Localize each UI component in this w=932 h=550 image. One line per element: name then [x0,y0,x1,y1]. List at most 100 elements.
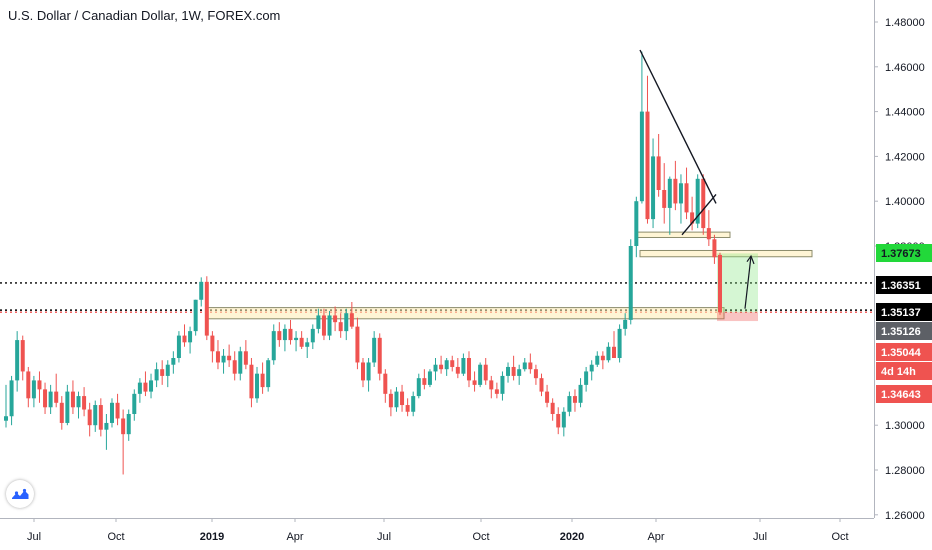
candle-body [506,366,511,376]
candle-body [93,405,98,426]
candle-body [567,396,572,412]
candle-body [617,328,622,358]
candle-body [639,111,644,202]
candle-body [48,391,53,408]
candle-body [405,405,410,412]
candle-body [15,340,20,381]
candle-body [282,328,287,341]
candle-body [556,414,561,428]
candle-body [305,342,310,347]
candle-body [271,331,276,361]
candle-body [539,378,544,392]
time-axis[interactable]: Jul Oct 2019 Apr Jul Oct 2020 Apr Jul Oct [0,518,874,543]
candle-body [310,328,315,343]
candle-body [528,362,533,370]
candle-body [299,337,304,347]
candle-body [522,362,527,370]
candle-body [199,281,204,300]
candle-body [466,358,471,381]
candle-body [550,402,555,414]
candle-body [684,183,689,213]
candle-body [9,380,14,417]
candle-body [349,313,354,327]
candle-body [215,351,220,363]
candle-body [533,369,538,379]
candle-body [606,346,611,361]
candle-body [623,319,628,329]
price-tick-label: 1.28000 [885,465,925,477]
time-tick-label: Apr [647,531,664,543]
candle-body [706,228,711,240]
candle-body [584,371,589,385]
candle-body [612,346,617,358]
candle-body [143,382,148,392]
candle-body [662,190,667,208]
candle-body [628,246,633,320]
candle-body [65,391,70,423]
candle-body [578,384,583,403]
candle-body [227,355,232,361]
price-label: 1.35044 [881,347,922,359]
candle-body [260,373,265,388]
candle-body [70,391,75,408]
candle-body [4,416,8,421]
candle-body [327,315,332,336]
candle-body [444,360,449,370]
candle-body [400,391,405,406]
candle-body [277,331,282,341]
price-labels: 1.37673 1.36351 1.35137 1.35126 1.35044 4d 14… [876,244,932,403]
candle-body [160,369,165,376]
horizontal-levels [0,282,874,313]
candle-body [98,405,103,430]
candle-body [126,414,131,435]
trendline-upper [639,49,717,204]
candle-body [149,380,154,392]
candle-body [416,378,421,397]
target-box [717,253,758,313]
candle-body [188,331,193,343]
time-tick-label: Apr [286,531,303,543]
up-arrow-head [746,254,755,265]
tradingview-logo-icon[interactable] [6,480,34,508]
time-tick-label: Oct [107,531,124,543]
candle-body [87,409,92,426]
candle-body [366,362,371,381]
candle-body [54,391,59,403]
candle-body [383,373,388,394]
time-tick-label: 2020 [560,531,584,543]
price-label-bg [876,362,932,380]
price-label-bg [876,343,932,361]
candle-body [361,362,365,381]
candle-body [511,366,516,376]
candle-body [338,322,343,332]
candle-body [411,396,416,412]
candle-body [377,337,382,374]
candle-body [243,351,248,365]
candle-body [176,335,181,358]
price-axis[interactable]: 1.480001.460001.440001.420001.400001.380… [874,0,925,522]
price-tick-label: 1.42000 [885,151,925,163]
candle-body [43,389,48,408]
candle-body [76,396,81,408]
candle-body [294,337,299,341]
price-tick-label: 1.30000 [885,420,925,432]
zone-mid-2 [639,249,813,258]
candle-body [645,111,650,220]
candle-body [82,396,87,410]
time-tick-label: Oct [472,531,489,543]
candle-body [109,402,114,423]
candle-body [690,212,695,224]
candle-body [132,393,137,414]
price-label: 1.35137 [881,307,921,319]
candle-body [20,340,25,372]
candle-body [461,358,466,374]
candle-body [210,335,215,352]
candle-body [232,360,237,374]
candle-body [137,382,142,394]
candle-body [589,364,594,372]
candle-body [478,364,483,385]
candle-body [489,380,494,390]
candle-body [545,391,550,403]
zones [206,231,813,322]
